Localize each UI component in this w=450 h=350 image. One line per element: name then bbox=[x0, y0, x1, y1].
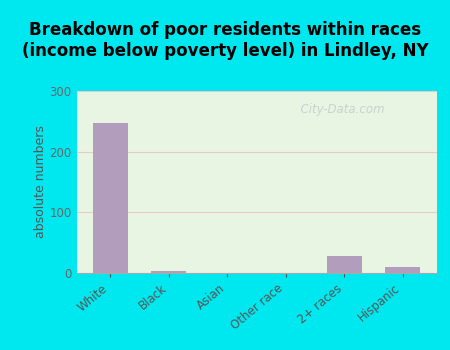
Bar bbox=[327, 256, 362, 273]
Bar bbox=[385, 267, 420, 273]
Y-axis label: absolute numbers: absolute numbers bbox=[34, 126, 47, 238]
Text: City-Data.com: City-Data.com bbox=[293, 103, 385, 116]
Text: Breakdown of poor residents within races
(income below poverty level) in Lindley: Breakdown of poor residents within races… bbox=[22, 21, 428, 60]
Bar bbox=[151, 271, 186, 273]
Bar bbox=[93, 122, 128, 273]
